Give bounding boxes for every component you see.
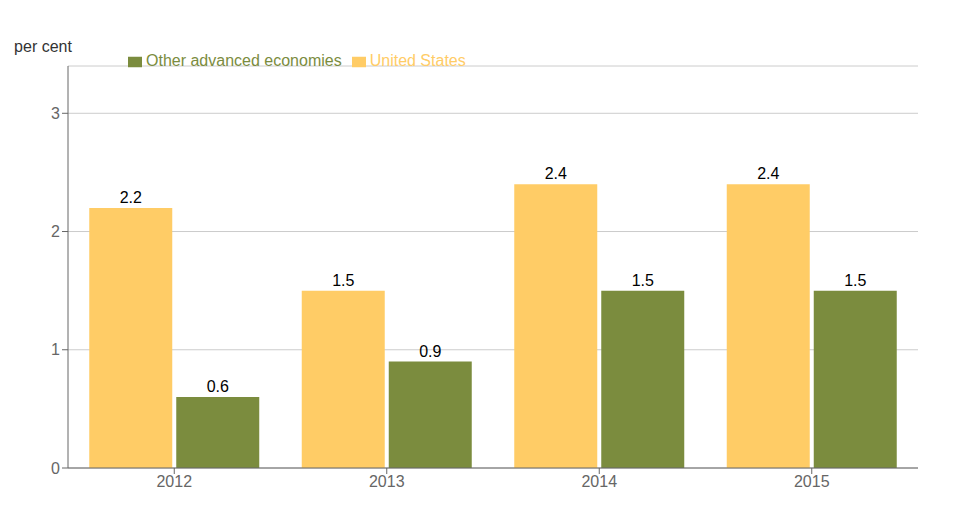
- svg-text:2014: 2014: [581, 473, 617, 490]
- svg-text:2: 2: [51, 223, 60, 240]
- svg-text:1: 1: [51, 341, 60, 358]
- svg-text:2.2: 2.2: [120, 189, 142, 206]
- svg-text:0.6: 0.6: [207, 378, 229, 395]
- svg-text:2.4: 2.4: [545, 165, 567, 182]
- svg-text:3: 3: [51, 105, 60, 122]
- svg-text:0: 0: [51, 460, 60, 477]
- svg-text:2013: 2013: [369, 473, 405, 490]
- svg-text:1.5: 1.5: [844, 272, 866, 289]
- svg-text:1.5: 1.5: [632, 272, 654, 289]
- svg-text:1.5: 1.5: [332, 272, 354, 289]
- html-text:United States: United States: [369, 52, 466, 69]
- html-text:Other advanced economies: Other advanced economies: [146, 52, 342, 69]
- svg-text:2012: 2012: [156, 473, 192, 490]
- svg-text:0.9: 0.9: [419, 343, 441, 360]
- svg-text:per cent: per cent: [14, 38, 72, 55]
- svg-text:2015: 2015: [794, 473, 830, 490]
- svg-text:2.4: 2.4: [757, 165, 779, 182]
